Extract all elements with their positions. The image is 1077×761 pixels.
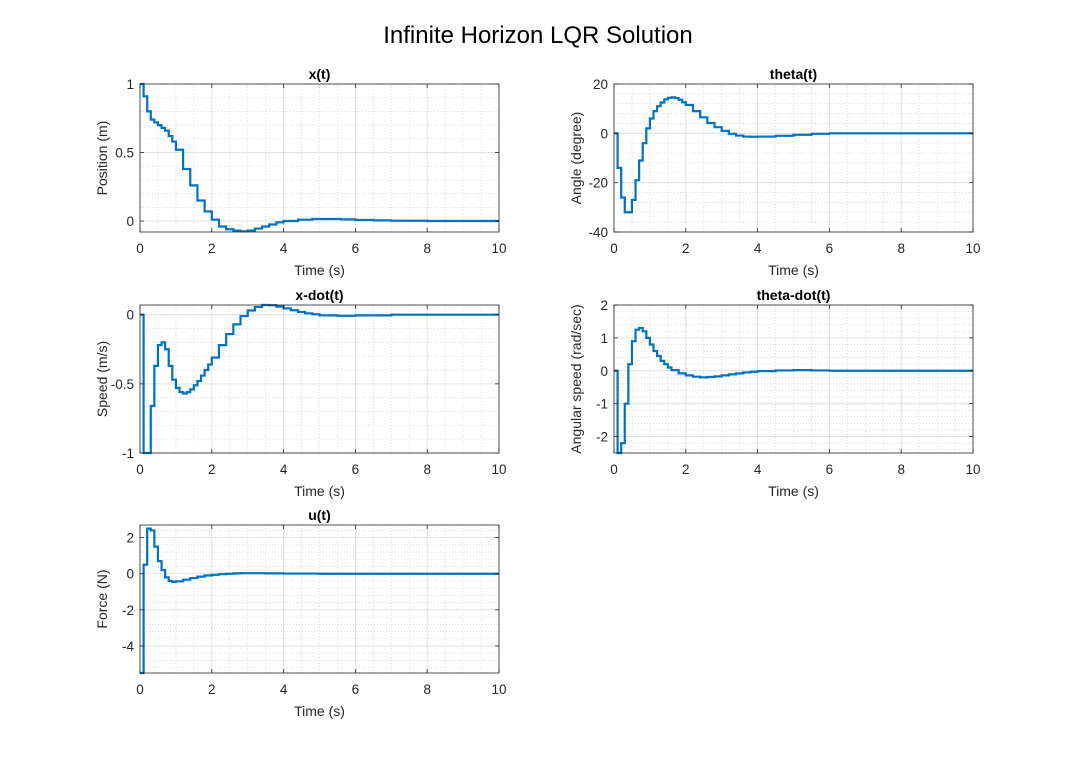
x-x-tick-label: 0 — [136, 241, 144, 256]
u-axes-box — [139, 524, 500, 674]
theta-y-tick-label: 0 — [600, 126, 608, 141]
u-x-tick-label: 6 — [352, 682, 360, 697]
u-x-axis-label: Time (s) — [294, 703, 345, 719]
theta-dot-y-tick-label: 0 — [600, 364, 608, 379]
x-dot-x-tick-label: 10 — [491, 462, 506, 477]
theta-subplot-title: theta(t) — [770, 66, 817, 82]
x-dot-x-tick-label: 2 — [208, 462, 216, 477]
x-dot-subplot-title: x-dot(t) — [295, 287, 343, 303]
figure-title: Infinite Horizon LQR Solution — [383, 22, 693, 49]
theta-plot-area — [614, 84, 973, 232]
subplot-theta: 0 2 4 6 8 10 -40 -20 0 20 theta(t) Time (s) Angle (d… — [568, 66, 981, 278]
theta-y-axis-label: Angle (degree) — [568, 112, 584, 205]
theta-dot-x-tick-label: 8 — [897, 462, 905, 477]
x-x-tick-label: 4 — [280, 241, 288, 256]
theta-dot-x-tick-label: 0 — [610, 462, 618, 477]
theta-dot-y-tick-label: -2 — [596, 430, 608, 445]
theta-x-tick-label: 6 — [826, 241, 834, 256]
x-dot-x-tick-label: 4 — [280, 462, 288, 477]
u-x-tick-label: 10 — [491, 682, 506, 697]
x-y-tick-label: 0 — [126, 214, 134, 229]
x-subplot-title: x(t) — [309, 66, 331, 82]
theta-dot-y-axis-label: Angular speed (rad/sec) — [568, 304, 584, 453]
theta-y-tick-label: 20 — [593, 77, 608, 92]
x-dot-x-tick-label: 6 — [352, 462, 360, 477]
x-dot-y-tick-label: -0.5 — [111, 377, 134, 392]
x-x-tick-label: 6 — [352, 241, 360, 256]
u-subplot-title: u(t) — [308, 507, 331, 523]
theta-y-tick-label: -20 — [588, 176, 608, 191]
x-x-tick-label: 8 — [423, 241, 431, 256]
theta-x-tick-label: 0 — [610, 241, 618, 256]
u-y-axis-label: Force (N) — [94, 569, 110, 628]
x-dot-y-tick-label: -1 — [122, 446, 134, 461]
subplot-x-dot: 0 2 4 6 8 10 -1 -0.5 0 x-dot(t) Time (s) Speed (m/s… — [94, 287, 507, 499]
subplot-x: 0 2 4 6 8 10 0 0.5 1 x(t) Time (s) Position (m) — [94, 66, 507, 278]
theta-dot-axes-box — [613, 304, 974, 454]
u-series-line — [140, 527, 499, 675]
theta-x-tick-label: 2 — [682, 241, 690, 256]
theta-dot-x-tick-label: 6 — [826, 462, 834, 477]
theta-dot-x-tick-label: 2 — [682, 462, 690, 477]
theta-dot-plot-area — [614, 305, 973, 453]
subplot-theta-dot: 0 2 4 6 8 10 -2 -1 0 1 2 theta-dot(t) Time (s) Angula… — [568, 287, 981, 499]
theta-dot-subplot-title: theta-dot(t) — [757, 287, 831, 303]
u-y-tick-label: 2 — [126, 531, 134, 546]
theta-x-tick-label: 10 — [965, 241, 980, 256]
theta-series-line — [614, 96, 973, 214]
theta-dot-x-axis-label: Time (s) — [768, 483, 819, 499]
x-dot-series-line — [140, 303, 499, 455]
theta-dot-y-tick-label: -1 — [596, 397, 608, 412]
theta-dot-x-tick-label: 10 — [965, 462, 980, 477]
u-x-tick-label: 8 — [423, 682, 431, 697]
theta-y-tick-label: -40 — [588, 225, 608, 240]
x-dot-y-axis-label: Speed (m/s) — [94, 341, 110, 417]
u-x-tick-label: 4 — [280, 682, 288, 697]
x-dot-y-tick-label: 0 — [126, 308, 134, 323]
subplot-u: 0 2 4 6 8 10 -4 -2 0 2 u(t) Time (s) Force (N) — [94, 507, 507, 719]
x-y-tick-label: 1 — [126, 77, 134, 92]
u-y-tick-label: -2 — [122, 603, 134, 618]
x-dot-x-tick-label: 0 — [136, 462, 144, 477]
theta-axes-box — [613, 83, 974, 233]
theta-dot-series-line — [614, 326, 973, 455]
x-axes-box — [139, 83, 500, 233]
x-plot-area — [140, 84, 499, 232]
x-series-line — [140, 82, 499, 233]
x-dot-plot-area — [140, 305, 499, 453]
x-dot-axes-box — [139, 304, 500, 454]
u-y-tick-label: -4 — [122, 639, 134, 654]
theta-dot-x-tick-label: 4 — [754, 462, 762, 477]
theta-dot-y-tick-label: 2 — [600, 298, 608, 313]
x-y-tick-label: 0.5 — [115, 146, 134, 161]
x-x-tick-label: 2 — [208, 241, 216, 256]
theta-x-tick-label: 8 — [897, 241, 905, 256]
theta-dot-y-tick-label: 1 — [600, 331, 608, 346]
x-dot-x-tick-label: 8 — [423, 462, 431, 477]
x-dot-x-axis-label: Time (s) — [294, 483, 345, 499]
u-x-tick-label: 2 — [208, 682, 216, 697]
x-x-tick-label: 10 — [491, 241, 506, 256]
x-x-axis-label: Time (s) — [294, 262, 345, 278]
theta-x-tick-label: 4 — [754, 241, 762, 256]
theta-x-axis-label: Time (s) — [768, 262, 819, 278]
u-x-tick-label: 0 — [136, 682, 144, 697]
u-y-tick-label: 0 — [126, 567, 134, 582]
x-y-axis-label: Position (m) — [94, 121, 110, 196]
u-plot-area — [140, 525, 499, 673]
